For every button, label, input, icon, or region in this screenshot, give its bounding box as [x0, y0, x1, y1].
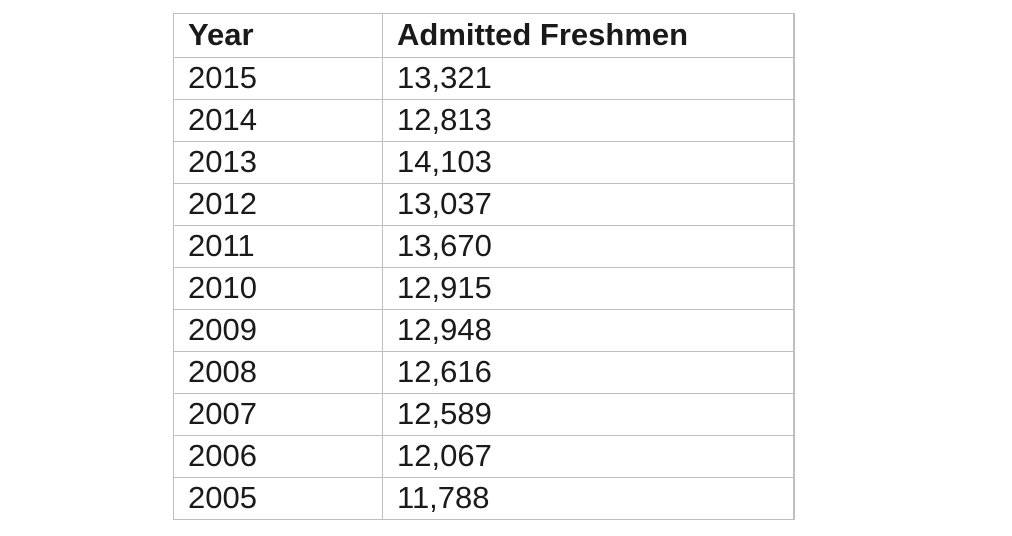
year-cell: 2006	[173, 435, 383, 478]
admitted-freshmen-cell: 11,788	[382, 477, 795, 520]
year-cell: 2010	[173, 267, 383, 310]
admitted-freshmen-cell: 13,321	[382, 57, 795, 100]
header-cell-admitted-freshmen: Admitted Freshmen	[382, 13, 795, 58]
table-row: 2012 13,037	[173, 183, 795, 226]
table-row: 2010 12,915	[173, 267, 795, 310]
admitted-freshmen-cell: 12,616	[382, 351, 795, 394]
admitted-freshmen-cell: 13,037	[382, 183, 795, 226]
year-cell: 2012	[173, 183, 383, 226]
table-header: Year Admitted Freshmen	[173, 13, 795, 58]
admitted-freshmen-cell: 13,670	[382, 225, 795, 268]
table-row: 2013 14,103	[173, 141, 795, 184]
year-cell: 2011	[173, 225, 383, 268]
year-cell: 2013	[173, 141, 383, 184]
table-row: 2007 12,589	[173, 393, 795, 436]
table-row: 2011 13,670	[173, 225, 795, 268]
admitted-freshmen-cell: 12,948	[382, 309, 795, 352]
table-row: 2015 13,321	[173, 57, 795, 100]
year-cell: 2009	[173, 309, 383, 352]
table-row: 2006 12,067	[173, 435, 795, 478]
year-cell: 2007	[173, 393, 383, 436]
header-row: Year Admitted Freshmen	[173, 13, 795, 58]
table-body: 2015 13,321 2014 12,813 2013 14,103 2012 13,037…	[173, 57, 795, 520]
year-cell: 2015	[173, 57, 383, 100]
admitted-freshmen-cell: 12,067	[382, 435, 795, 478]
table-row: 2014 12,813	[173, 99, 795, 142]
table-row: 2005 11,788	[173, 477, 795, 520]
year-cell: 2008	[173, 351, 383, 394]
year-cell: 2014	[173, 99, 383, 142]
year-cell: 2005	[173, 477, 383, 520]
admitted-freshmen-cell: 14,103	[382, 141, 795, 184]
table-row: 2009 12,948	[173, 309, 795, 352]
table-row: 2008 12,616	[173, 351, 795, 394]
admitted-freshmen-cell: 12,589	[382, 393, 795, 436]
admitted-freshmen-cell: 12,813	[382, 99, 795, 142]
admitted-freshmen-table: Year Admitted Freshmen 2015 13,321 2014 12,…	[173, 13, 795, 520]
header-cell-year: Year	[173, 13, 383, 58]
admitted-freshmen-cell: 12,915	[382, 267, 795, 310]
